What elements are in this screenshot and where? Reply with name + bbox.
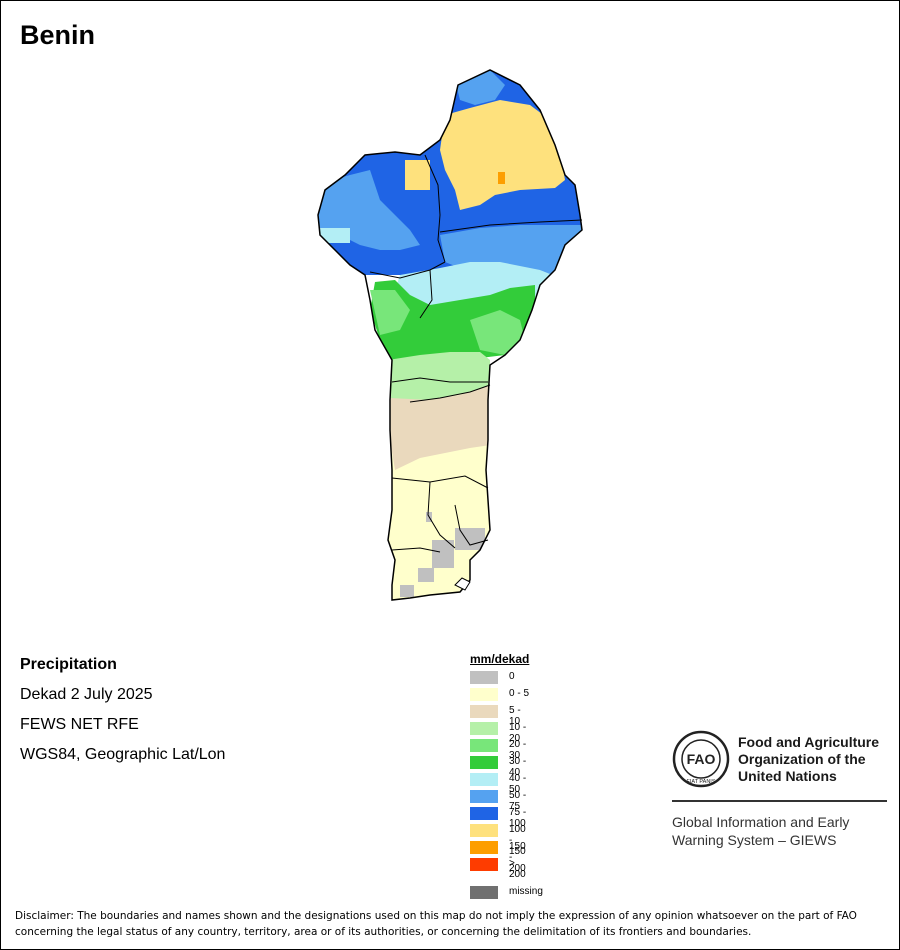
legend-label: 150 - 200 [509,841,526,874]
legend-label: > 200 [509,858,526,880]
admin-boundary-1 [424,154,446,263]
legend-label: 10 - 20 [509,722,527,744]
emblem-motto: FIAT PANIS [686,779,715,785]
zone-0-patch-2 [455,528,485,550]
program-name: Global Information and Early Warning Sys… [672,813,849,849]
admin-boundary-9 [454,504,489,546]
legend-item: 100 - 150 [470,823,529,857]
legend-item: 0 - 5 [470,687,529,704]
projection-label: WGS84, Geographic Lat/Lon [20,746,226,763]
legend-label: 40 - 50 [509,773,527,795]
variable-label: Precipitation [20,656,117,673]
period-label: Dekad 2 July 2025 [20,686,153,703]
logo-divider [672,800,887,802]
program-line-2: Warning System – GIEWS [672,832,837,848]
legend-label: 30 - 40 [509,756,527,778]
legend-item: 75 - 100 [470,806,529,829]
legend-swatch [470,841,498,854]
admin-boundary-5 [391,377,488,383]
legend-item: 10 - 20 [470,721,529,744]
zone-0-patch-3 [418,568,434,582]
admin-boundary-6 [409,384,491,403]
source-label: FEWS NET RFE [20,716,139,733]
map-title: Benin [20,20,96,50]
legend-label: 5 - 10 [509,705,521,727]
org-line-1: Food and Agriculture [738,734,880,750]
admin-boundary-10 [391,547,441,553]
org-line-2: Organization of the [738,751,866,767]
zone-100-150-west-patch [405,160,430,190]
legend-item: 30 - 40 [470,755,529,778]
disclaimer-line-2: concerning the legal status of any count… [15,926,752,938]
legend-item: 5 - 10 [470,704,529,727]
admin-boundary-8 [427,481,456,549]
legend-swatch [470,790,498,803]
zone-40-50-west-patch [320,228,350,243]
zone-20-30-east [470,310,525,355]
zone-20-30-west [370,290,410,335]
legend-item: > 200 [470,857,529,880]
legend-item: 50 - 75 [470,789,529,812]
admin-boundary-4 [419,269,433,319]
precipitation-map [317,69,583,601]
legend-label-missing: missing [509,886,543,897]
lagoon-shape [454,577,471,591]
legend-swatch [470,807,498,820]
disclaimer: Disclaimer: The boundaries and names sho… [15,908,885,940]
legend-item-missing: missing [470,885,543,902]
program-line-1: Global Information and Early [672,814,850,830]
legend-swatch [470,824,498,837]
legend-swatch-missing [470,886,498,899]
legend-item: 150 - 200 [470,840,529,874]
fao-emblem-icon: FAO FIAT PANIS [672,730,730,788]
legend-label: 0 [509,671,515,682]
legend-item: 40 - 50 [470,772,529,795]
legend-label: 75 - 100 [509,807,527,829]
legend-swatch [470,688,498,701]
legend-item: 20 - 30 [470,738,529,761]
legend-swatch [470,773,498,786]
legend-label: 0 - 5 [509,688,530,699]
legend-item: 0 [470,670,529,687]
disclaimer-line-1: Disclaimer: The boundaries and names sho… [15,910,857,922]
legend-label: 100 - 150 [509,824,526,857]
legend-swatch [470,858,498,871]
zone-10-20-band [388,352,490,402]
zone-5-10-band [390,385,490,470]
legend-items: 0 0 - 5 5 - 10 10 - 20 20 - 30 30 - 40 40 - 50… [470,670,529,880]
legend: mm/dekad 0 0 - 5 5 - 10 10 - 20 20 - 30 30 - … [470,652,543,902]
legend-swatch [470,671,498,684]
org-line-3: United Nations [738,768,837,784]
admin-boundaries [369,154,583,553]
map-info: Precipitation Dekad 2 July 2025 FEWS NET… [20,656,225,776]
legend-swatch [470,739,498,752]
admin-boundary-3 [369,261,446,279]
admin-boundary-2 [439,219,583,233]
fao-giews-logo: FAO FIAT PANIS Food and Agriculture Orga… [672,730,890,855]
zone-0-patch-4 [400,585,414,597]
legend-swatch [470,705,498,718]
legend-label: 20 - 30 [509,739,527,761]
org-name: Food and Agriculture Organization of the… [738,734,879,785]
zone-150-200-patch [498,172,505,184]
legend-label: 50 - 75 [509,790,527,812]
zone-100-150-north [440,100,565,210]
admin-boundary-7 [391,475,489,489]
legend-swatch [470,722,498,735]
legend-swatch [470,756,498,769]
zone-50-75-east [440,225,582,285]
zone-0-patch-1 [432,540,454,568]
legend-title: mm/dekad [470,652,530,666]
emblem-text: FAO [687,751,716,767]
